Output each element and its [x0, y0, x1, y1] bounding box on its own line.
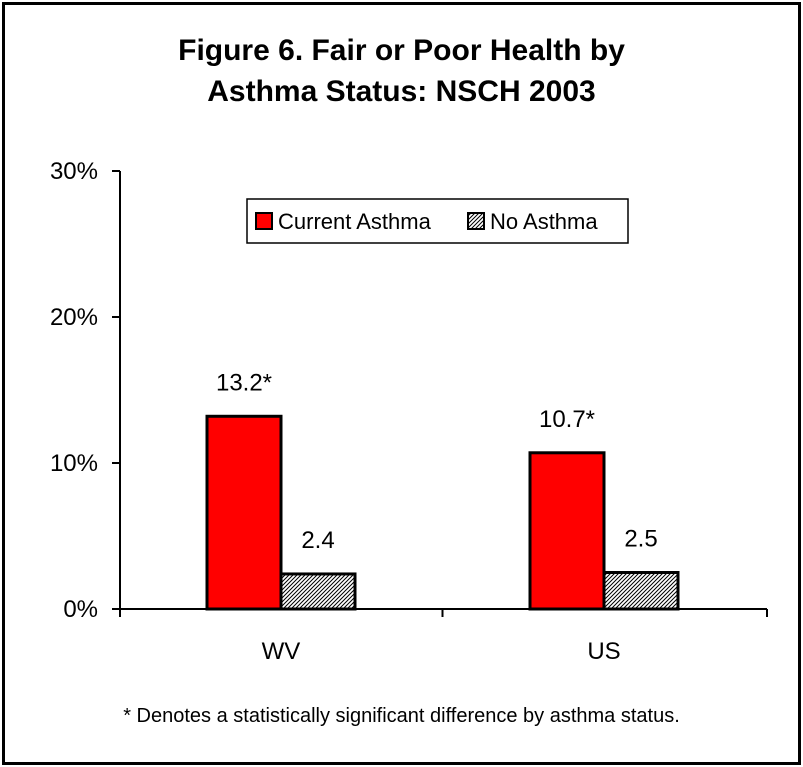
bar-no-asthma — [279, 572, 357, 611]
footnote: * Denotes a statistically significant di… — [123, 705, 680, 727]
x-tick-label: WV — [262, 638, 301, 665]
data-label: 10.7* — [539, 406, 595, 433]
bar-current-asthma — [528, 451, 606, 611]
chart-title-line-1: Figure 6. Fair or Poor Health by — [178, 34, 625, 67]
y-tick-label: 30% — [50, 158, 98, 185]
chart-title: Figure 6. Fair or Poor Health by Asthma … — [0, 30, 803, 112]
bar-no-asthma — [602, 571, 680, 611]
legend-box — [246, 198, 629, 244]
x-tick-label: US — [587, 638, 620, 665]
data-label: 2.4 — [301, 527, 334, 554]
y-tick-label: 10% — [50, 450, 98, 477]
chart-title-line-2: Asthma Status: NSCH 2003 — [207, 75, 596, 108]
data-label: 2.5 — [624, 526, 657, 553]
data-label: 13.2* — [216, 369, 272, 396]
legend-swatch-current-asthma — [255, 212, 273, 230]
bar-current-asthma — [205, 414, 283, 611]
legend-swatch-no-asthma — [467, 212, 485, 230]
y-tick-label: 0% — [63, 596, 98, 623]
y-tick-label: 20% — [50, 304, 98, 331]
legend-label: Current Asthma — [278, 209, 432, 234]
legend-label: No Asthma — [490, 209, 598, 234]
